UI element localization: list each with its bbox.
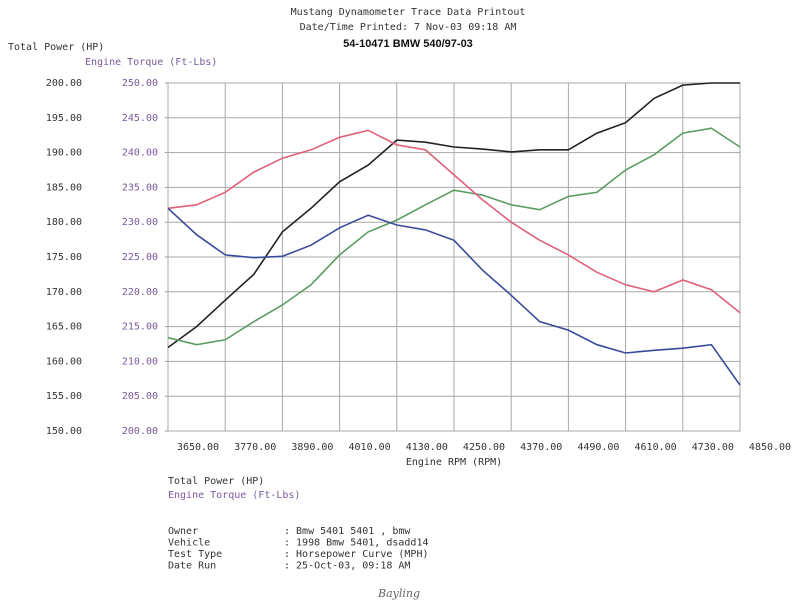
y2-tick-label: 235.00 [122, 182, 158, 193]
title: Mustang Dynamometer Trace Data Printout [291, 7, 526, 18]
y-tick-label: 195.00 [46, 113, 82, 124]
y2-tick-label: 240.00 [122, 148, 158, 159]
report-label: Owner [168, 526, 198, 537]
y2-tick-label: 245.00 [122, 113, 158, 124]
y2-tick-label: 200.00 [122, 426, 158, 437]
x-tick-label: 3650.00 [177, 442, 219, 453]
x-tick-label: 3890.00 [291, 442, 333, 453]
y-tick-label: 170.00 [46, 287, 82, 298]
report-label: Vehicle [168, 538, 210, 549]
x-tick-label: 4610.00 [635, 442, 677, 453]
x-tick-label: 4130.00 [406, 442, 448, 453]
y-tick-label: 185.00 [46, 182, 82, 193]
subtitle: Date/Time Printed: 7 Nov-03 09:18 AM [300, 22, 517, 33]
y-axis-title: Total Power (HP) [8, 42, 104, 53]
y2-axis-title: Engine Torque (Ft-Lbs) [85, 57, 217, 68]
y-tick-label: 180.00 [46, 217, 82, 228]
report-value: : 25-Oct-03, 09:18 AM [284, 561, 410, 572]
signature: Bayling [377, 587, 420, 600]
x-tick-label: 4370.00 [520, 442, 562, 453]
report: Owner : Bmw 5401 5401 , bmw Vehicle : 1998 … [168, 526, 429, 572]
legend-torque: Engine Torque (Ft-Lbs) [168, 490, 300, 501]
y2-tick-label: 215.00 [122, 322, 158, 333]
report-label: Test Type [168, 549, 222, 560]
legend-power: Total Power (HP) [168, 476, 264, 487]
x-tick-label: 4250.00 [463, 442, 505, 453]
x-tick-label: 4010.00 [349, 442, 391, 453]
x-tick-label: 4730.00 [692, 442, 734, 453]
y2-tick-label: 220.00 [122, 287, 158, 298]
report-value: : Bmw 5401 5401 , bmw [284, 526, 411, 537]
data-line [167, 127, 741, 346]
x-axis-title: Engine RPM (RPM) [406, 457, 502, 468]
y-tick-label: 155.00 [46, 391, 82, 402]
y-tick-label: 165.00 [46, 322, 82, 333]
report-label: Date Run [168, 561, 216, 572]
x-tick-label: 3770.00 [234, 442, 276, 453]
y-tick-label: 175.00 [46, 252, 82, 263]
y2-tick-label: 225.00 [122, 252, 158, 263]
x-tick-label: 4490.00 [577, 442, 619, 453]
x-tick-label: 4850.00 [749, 442, 791, 453]
y2-tick-label: 230.00 [122, 217, 158, 228]
y2-tick-label: 205.00 [122, 391, 158, 402]
y-tick-label: 160.00 [46, 356, 82, 367]
y-tick-label: 200.00 [46, 78, 82, 89]
run-id: 54-10471 BMW 540/97-03 [343, 38, 473, 50]
y2-tick-label: 210.00 [122, 356, 158, 367]
y-tick-label: 150.00 [46, 426, 82, 437]
y2-tick-label: 250.00 [122, 78, 158, 89]
data-line [167, 82, 740, 349]
data-line [167, 129, 741, 314]
report-value: : Horsepower Curve (MPH) [284, 549, 429, 560]
y-tick-label: 190.00 [46, 148, 82, 159]
data-line [167, 207, 741, 386]
report-value: : 1998 Bmw 5401, dsadd14 [284, 538, 429, 549]
